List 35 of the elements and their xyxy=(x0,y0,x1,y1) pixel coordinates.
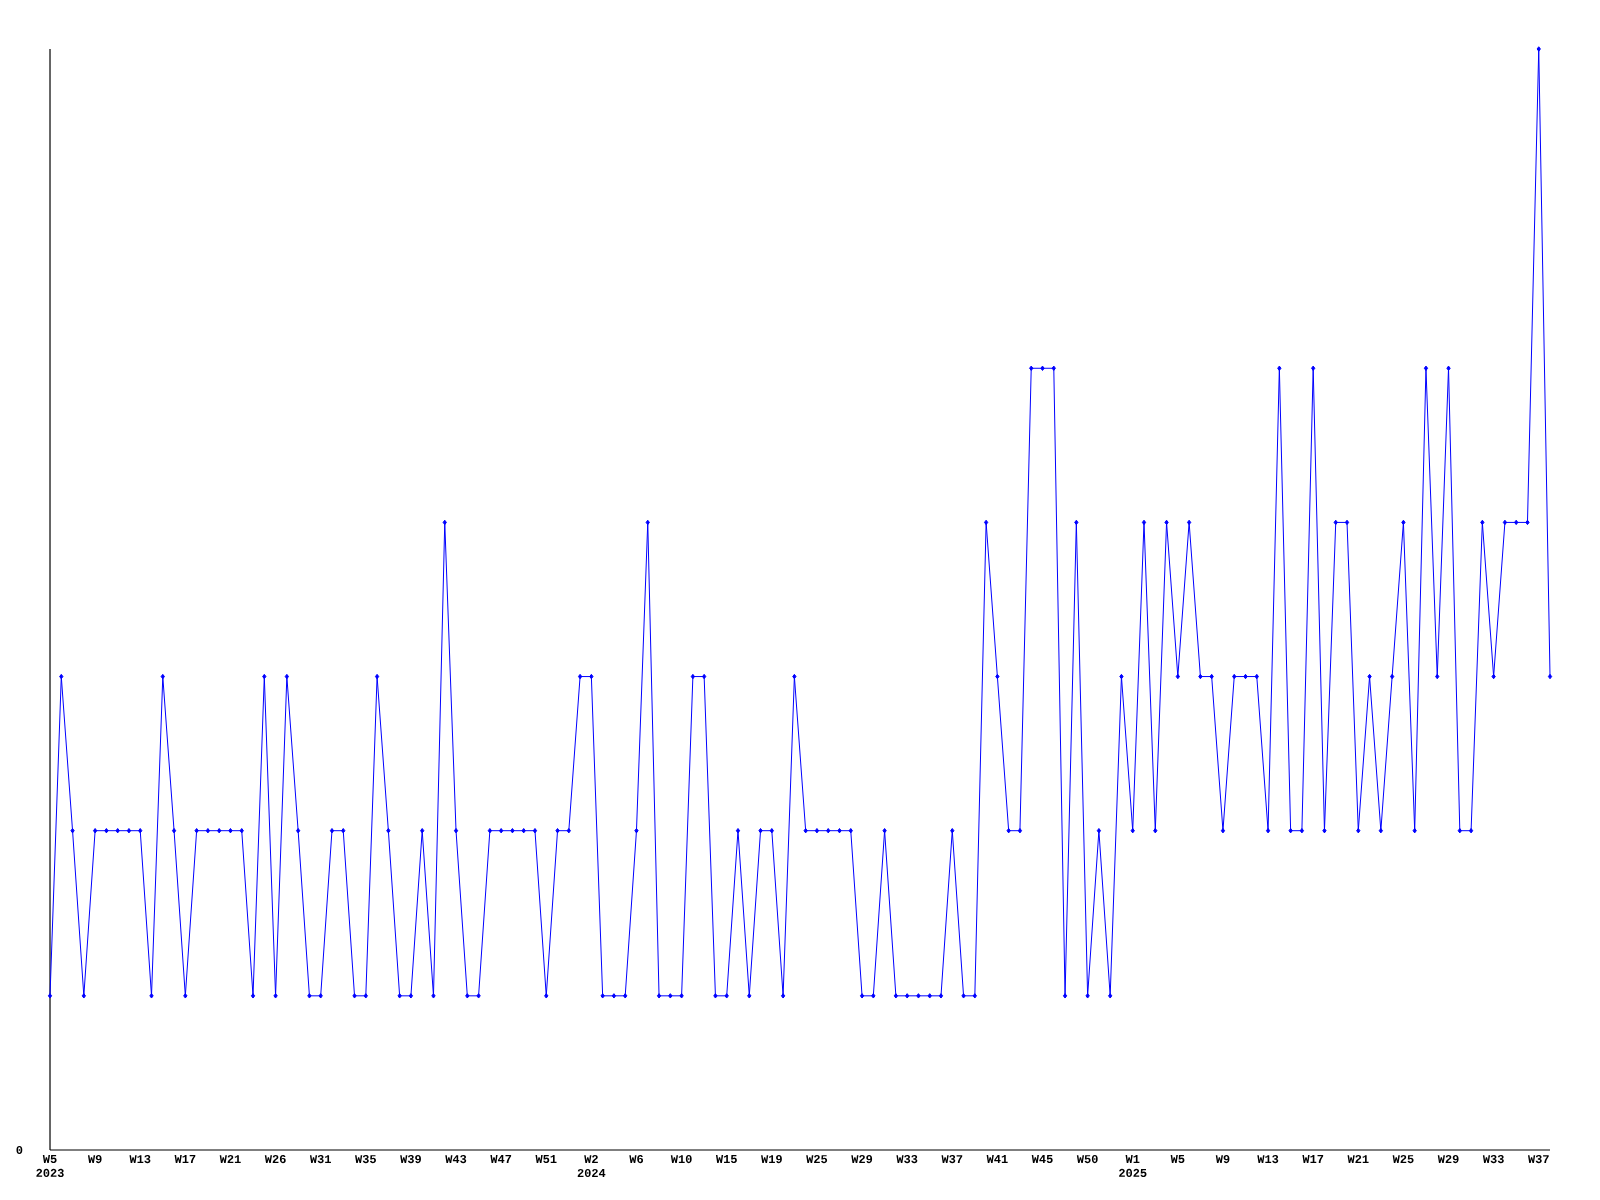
x-tick-label: W41 xyxy=(986,1155,1008,1163)
x-tick-label: W26 xyxy=(264,1155,286,1164)
x-tick-label: W51 xyxy=(535,1155,557,1164)
x-tick-label: W21 xyxy=(219,1155,241,1164)
x-tick-label: W13 xyxy=(1257,1155,1279,1164)
x-tick-label: W25 xyxy=(806,1155,828,1164)
text: 0 xyxy=(16,1145,23,1155)
x-tick-label: W9 xyxy=(1215,1155,1230,1164)
x-tick-label: W35 xyxy=(355,1155,376,1164)
x-tick-label: W5 2023 xyxy=(36,1155,64,1177)
x-tick-label: W21 xyxy=(1347,1155,1369,1164)
x-tick-label: W31 xyxy=(309,1155,331,1164)
x-tick-label: W33 xyxy=(1482,1155,1504,1164)
x-tick-label: W45 xyxy=(1031,1155,1053,1164)
x-tick-label: W6 xyxy=(629,1155,644,1164)
x-tick-label: W19 xyxy=(761,1155,782,1164)
x-tick-label: W39 xyxy=(400,1155,421,1164)
x-tick-label: W15 xyxy=(715,1155,737,1164)
x-tick-label: W10 xyxy=(670,1155,692,1164)
x-tick-label: W50 xyxy=(1076,1155,1098,1164)
x-tick-label: W25 xyxy=(1392,1155,1414,1164)
x-tick-label: W29 xyxy=(851,1155,873,1164)
x-tick-label: W47 xyxy=(490,1155,512,1163)
x-tick-label: W37 xyxy=(1527,1155,1549,1164)
x-tick-label: W13 xyxy=(129,1155,151,1164)
x-tick-label: W5 xyxy=(1170,1155,1185,1164)
x-tick-label: W9 xyxy=(87,1155,102,1164)
x-tick-label: W2 2024 xyxy=(577,1155,606,1178)
x-tick-label: W33 xyxy=(896,1155,918,1164)
x-tick-label: W43 xyxy=(445,1155,467,1164)
x-tick-label: W17 xyxy=(1302,1155,1324,1163)
x-tick-label: W37 xyxy=(941,1155,963,1164)
x-tick-label: W29 xyxy=(1437,1155,1459,1164)
x-tick-label: W1 2025 xyxy=(1119,1155,1147,1177)
x-tick-label: W17 xyxy=(174,1155,196,1163)
